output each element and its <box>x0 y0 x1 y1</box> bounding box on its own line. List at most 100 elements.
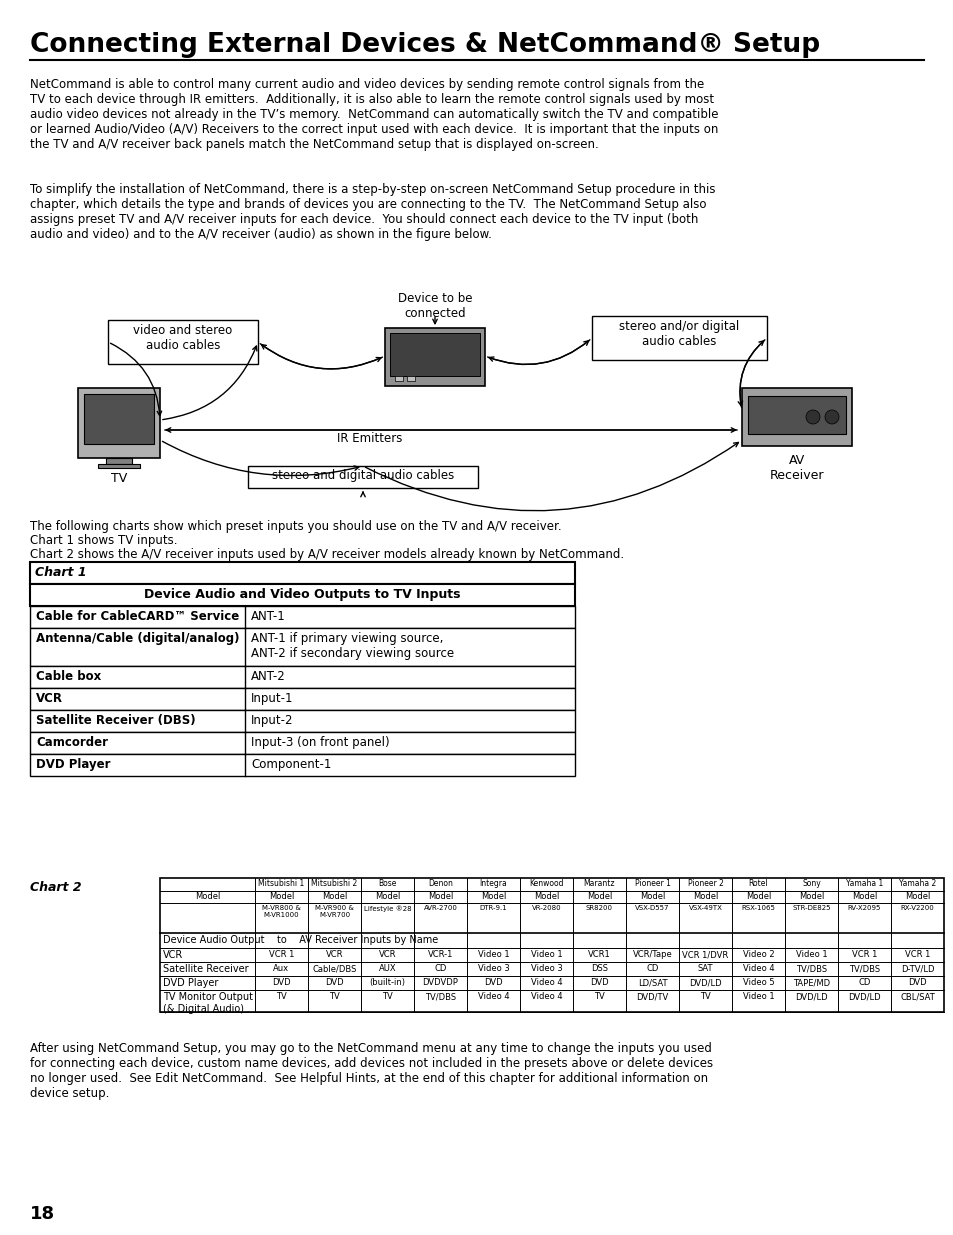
Circle shape <box>805 410 820 424</box>
Text: DVD: DVD <box>907 978 926 987</box>
Text: AV
Receiver: AV Receiver <box>769 454 823 482</box>
Text: Model: Model <box>427 892 453 902</box>
Text: DVD Player: DVD Player <box>163 978 218 988</box>
Text: Component-1: Component-1 <box>251 758 331 771</box>
Text: AUX: AUX <box>378 965 395 973</box>
Text: VCR/Tape: VCR/Tape <box>632 950 672 960</box>
Text: RX-V2200: RX-V2200 <box>900 905 933 911</box>
Text: Lifestyle ®28: Lifestyle ®28 <box>363 905 411 911</box>
FancyArrowPatch shape <box>740 341 763 408</box>
Bar <box>248 466 477 488</box>
Text: DVD/LD: DVD/LD <box>688 978 721 987</box>
Text: TV: TV <box>275 992 287 1002</box>
FancyArrowPatch shape <box>111 343 161 416</box>
Text: SAT: SAT <box>697 965 713 973</box>
Text: Input-1: Input-1 <box>251 692 294 705</box>
Text: DVD: DVD <box>325 978 343 987</box>
Bar <box>30 755 575 776</box>
Text: Model: Model <box>480 892 506 902</box>
Text: TAPE/MD: TAPE/MD <box>792 978 829 987</box>
Text: CBL/SAT: CBL/SAT <box>900 992 934 1002</box>
Text: VCR 1/DVR: VCR 1/DVR <box>681 950 728 960</box>
FancyArrowPatch shape <box>738 340 764 406</box>
Text: VCR: VCR <box>36 692 63 705</box>
Bar <box>108 320 257 364</box>
Text: ANT-1 if primary viewing source,
ANT-2 if secondary viewing source: ANT-1 if primary viewing source, ANT-2 i… <box>251 632 454 659</box>
Text: CD: CD <box>434 965 446 973</box>
Text: DVD: DVD <box>590 978 608 987</box>
FancyArrowPatch shape <box>162 441 358 475</box>
Text: Camcorder: Camcorder <box>36 736 108 748</box>
Bar <box>84 394 153 445</box>
Text: Rotel: Rotel <box>748 879 767 888</box>
Bar <box>160 878 943 1011</box>
Text: Model: Model <box>321 892 347 902</box>
Text: Kenwood: Kenwood <box>529 879 563 888</box>
Text: Model: Model <box>639 892 664 902</box>
Text: 18: 18 <box>30 1205 55 1223</box>
Text: Chart 1 shows TV inputs.: Chart 1 shows TV inputs. <box>30 534 177 547</box>
Text: Mitsubishi 2: Mitsubishi 2 <box>311 879 357 888</box>
Text: Model: Model <box>375 892 399 902</box>
Text: TV: TV <box>111 472 127 485</box>
Text: Video 5: Video 5 <box>741 978 774 987</box>
Text: Chart 2 shows the A/V receiver inputs used by A/V receiver models already known : Chart 2 shows the A/V receiver inputs us… <box>30 548 623 561</box>
Text: TV/DBS: TV/DBS <box>848 965 879 973</box>
Text: VCR: VCR <box>325 950 343 960</box>
Text: TV/DBS: TV/DBS <box>424 992 456 1002</box>
Text: STR-DE825: STR-DE825 <box>791 905 830 911</box>
FancyArrowPatch shape <box>487 341 588 364</box>
Text: VCR: VCR <box>378 950 395 960</box>
Text: Integra: Integra <box>479 879 507 888</box>
Text: Input-2: Input-2 <box>251 714 294 727</box>
Text: VSX-49TX: VSX-49TX <box>688 905 721 911</box>
Bar <box>30 584 575 606</box>
Text: Device Audio Output    to    AV Receiver Inputs by Name: Device Audio Output to AV Receiver Input… <box>163 935 437 945</box>
Text: VCR 1: VCR 1 <box>903 950 929 960</box>
Text: TV/DBS: TV/DBS <box>795 965 826 973</box>
Text: CD: CD <box>858 978 870 987</box>
Text: DVD/LD: DVD/LD <box>795 992 827 1002</box>
Bar <box>741 388 851 446</box>
Text: Satellite Receiver: Satellite Receiver <box>163 965 249 974</box>
Text: Bose: Bose <box>378 879 396 888</box>
Text: NetCommand is able to control many current audio and video devices by sending re: NetCommand is able to control many curre… <box>30 78 718 151</box>
Text: Pioneer 2: Pioneer 2 <box>687 879 722 888</box>
Text: ANT-2: ANT-2 <box>251 671 286 683</box>
Text: ANT-1: ANT-1 <box>251 610 286 622</box>
Bar <box>592 316 766 359</box>
Text: Cable for CableCARD™ Service: Cable for CableCARD™ Service <box>36 610 239 622</box>
Text: D-TV/LD: D-TV/LD <box>900 965 933 973</box>
Text: Model: Model <box>851 892 876 902</box>
Text: DVD/LD: DVD/LD <box>847 992 880 1002</box>
Text: Model: Model <box>692 892 718 902</box>
Text: Video 1: Video 1 <box>530 950 561 960</box>
Text: stereo and digital audio cables: stereo and digital audio cables <box>272 469 454 482</box>
Text: Model: Model <box>586 892 612 902</box>
Text: video and stereo
audio cables: video and stereo audio cables <box>133 324 233 352</box>
Text: DTR-9.1: DTR-9.1 <box>479 905 507 911</box>
FancyArrowPatch shape <box>261 345 382 369</box>
Text: VCR: VCR <box>163 950 183 960</box>
Text: RV-X2095: RV-X2095 <box>847 905 881 911</box>
Bar <box>395 375 402 382</box>
Text: VCR 1: VCR 1 <box>269 950 294 960</box>
Bar <box>30 562 575 584</box>
Text: TV: TV <box>594 992 604 1002</box>
Text: After using NetCommand Setup, you may go to the NetCommand menu at any time to c: After using NetCommand Setup, you may go… <box>30 1042 713 1100</box>
Text: Cable box: Cable box <box>36 671 101 683</box>
Text: (built-in): (built-in) <box>369 978 405 987</box>
Text: Video 1: Video 1 <box>477 950 509 960</box>
Bar <box>30 732 575 755</box>
FancyArrowPatch shape <box>163 346 256 420</box>
Text: Cable/DBS: Cable/DBS <box>312 965 356 973</box>
FancyArrowPatch shape <box>365 442 738 511</box>
Text: Video 4: Video 4 <box>741 965 774 973</box>
Text: CD: CD <box>645 965 658 973</box>
Bar <box>78 388 160 458</box>
Text: Device to be
connected: Device to be connected <box>397 291 472 320</box>
Text: DSS: DSS <box>590 965 607 973</box>
Text: Model: Model <box>745 892 770 902</box>
Text: Video 4: Video 4 <box>530 978 561 987</box>
Text: Mitsubishi 1: Mitsubishi 1 <box>258 879 304 888</box>
